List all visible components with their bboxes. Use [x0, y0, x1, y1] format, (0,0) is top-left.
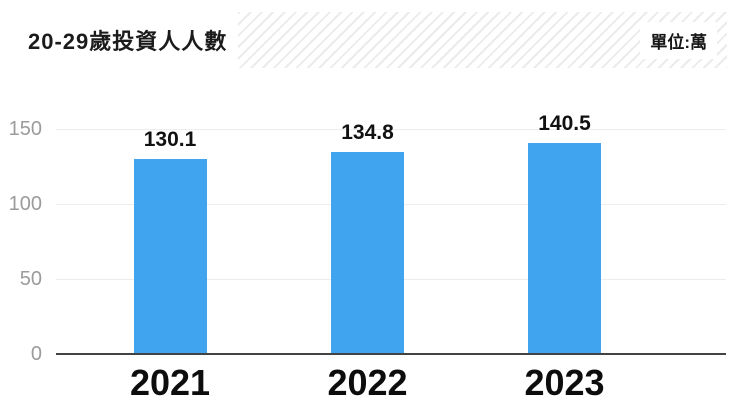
bar [331, 152, 404, 353]
unit-label: 單位:萬 [640, 21, 717, 59]
x-axis-line [56, 353, 726, 355]
unit-band: 單位:萬 [238, 12, 727, 68]
bar-value-label: 134.8 [341, 121, 394, 144]
bar [528, 143, 601, 353]
y-gridline [56, 129, 726, 130]
bar [133, 159, 207, 353]
bar-value-label: 130.1 [143, 128, 197, 151]
y-tick-label: 50 [19, 268, 42, 290]
x-category-label: 2021 [129, 362, 211, 403]
y-tick-label: 100 [8, 193, 42, 215]
y-tick-label: 0 [30, 343, 42, 365]
chart-title: 20-29歲投資人人數 [28, 29, 228, 54]
bar-value-label: 140.5 [538, 112, 591, 135]
y-tick-label: 150 [8, 118, 42, 140]
x-category-label: 2023 [524, 362, 605, 403]
x-category-label: 2022 [327, 362, 408, 403]
